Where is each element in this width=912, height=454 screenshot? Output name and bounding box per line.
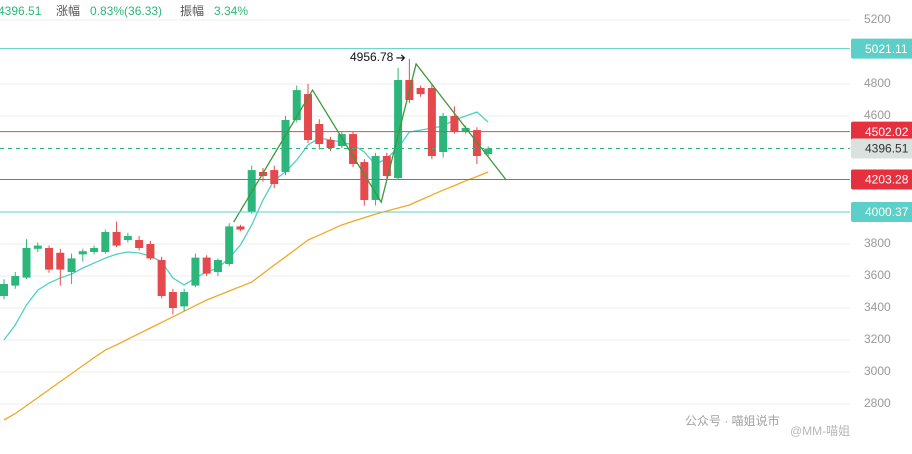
candle-body (270, 170, 279, 184)
candle-body (371, 156, 380, 200)
candle-body (112, 232, 121, 246)
candle-body (484, 148, 493, 155)
annotation: 4956.78 (350, 50, 394, 64)
candle-body (213, 260, 222, 272)
header: 4396.51 涨幅 0.83%(36.33) 振幅 3.34% (0, 3, 248, 18)
candle-body (123, 236, 132, 240)
level-label: 4396.51 (865, 142, 909, 156)
level-label: 4000.37 (865, 205, 909, 219)
candle-body (11, 276, 20, 286)
candle-body (315, 124, 324, 144)
header-price: 4396.51 (0, 4, 42, 18)
y-tick-label: 3600 (864, 268, 891, 282)
level-label: 4203.28 (865, 173, 909, 187)
header-change: 0.83%(36.33) (90, 4, 162, 18)
level-tag (851, 201, 912, 222)
candle-body (360, 162, 369, 200)
header-change-label: 涨幅 (56, 3, 80, 18)
candle-body (0, 284, 8, 296)
level-label: 4502.02 (865, 125, 909, 139)
candle-body (157, 260, 166, 296)
plot: 2800 3000 3200 3400 3600 3800 4600 4800 5200 5021… (0, 12, 912, 421)
level-tag (851, 38, 912, 59)
y-tick-label: 3800 (864, 236, 891, 250)
level-label: 5021.11 (865, 42, 908, 56)
candle-body (416, 88, 425, 95)
candle-body (45, 248, 54, 270)
candle-body (225, 226, 234, 264)
candle-body (304, 94, 313, 140)
moving-average (3, 171, 489, 421)
header-amplitude: 3.34% (214, 4, 248, 18)
candle-body (101, 232, 110, 252)
watermark-handle: @MM-喵姐 (790, 424, 850, 438)
candle-body (439, 116, 448, 152)
y-tick-label: 5200 (864, 12, 891, 26)
candle-body (78, 251, 87, 255)
candle-body (427, 88, 436, 156)
trendline (233, 62, 507, 223)
y-tick-label: 3400 (864, 300, 891, 314)
header-amplitude-label: 振幅 (180, 3, 204, 18)
candle-body (461, 128, 470, 132)
candle-body (67, 258, 76, 272)
candle-body (191, 257, 200, 286)
candle-body (394, 80, 403, 179)
candle-body (90, 248, 99, 252)
moving-average (3, 111, 489, 341)
watermark-account: 公众号 · 喵姐说市 (685, 413, 780, 428)
candle-body (236, 226, 245, 230)
candle-body (292, 90, 301, 120)
y-tick-label: 3200 (864, 332, 891, 346)
candle-body (56, 252, 65, 270)
level-tag (851, 169, 912, 190)
annotation-arrow (396, 54, 406, 62)
y-tick-label: 2800 (864, 396, 891, 410)
y-tick-label: 4800 (864, 76, 891, 90)
candle-body (326, 140, 335, 148)
y-tick-label: 4600 (864, 108, 891, 122)
candle-body (382, 156, 391, 176)
level-tag (851, 121, 912, 142)
candle-body (450, 116, 459, 132)
candle-body (180, 292, 189, 307)
y-tick-label: 3000 (864, 364, 891, 378)
candle-body (337, 134, 346, 147)
candle-body (135, 240, 144, 248)
level-tag (851, 138, 912, 159)
candle-body (146, 244, 155, 259)
candle-body (281, 120, 290, 172)
candle-body (168, 292, 177, 308)
candle-body (33, 245, 42, 249)
candle-body (202, 257, 211, 274)
candle-body (22, 248, 31, 278)
